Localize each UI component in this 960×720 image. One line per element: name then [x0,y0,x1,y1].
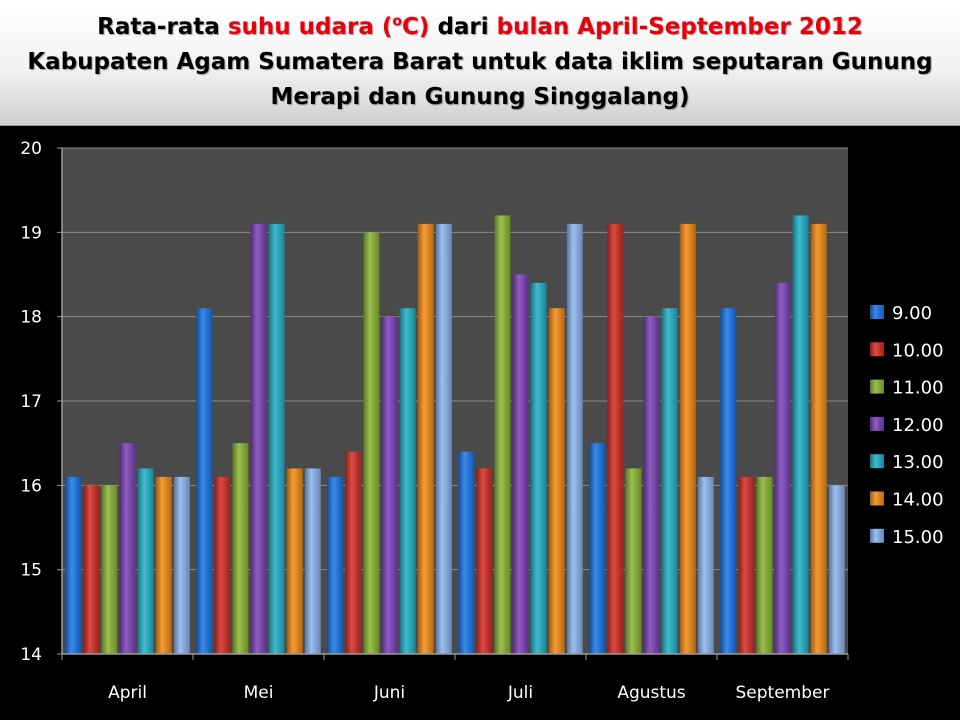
y-tick-label: 20 [20,139,42,159]
title-segment-0: Rata-rata [97,14,228,40]
bar-april-15-00 [173,476,190,654]
bar-chart: 14 15 16 17 18 19 20 April Mei Juni Juli Agustus Se… [20,139,944,703]
bar-mei-9-00 [196,308,213,654]
y-tick-label: 14 [20,645,42,665]
bar-april-12-00 [119,443,136,654]
bar-juni-10-00 [345,451,362,654]
x-tick-label: Agustus [617,683,685,703]
bar-mei-15-00 [304,468,321,654]
bar-september-12-00 [774,282,791,654]
bar-mei-12-00 [250,223,267,654]
bar-agustus-15-00 [697,476,714,654]
bar-september-10-00 [738,476,755,654]
x-tick-label: Juli [507,683,533,703]
legend-swatch [870,379,884,394]
title-line-2: Kabupaten Agam Sumatera Barat untuk data… [27,49,933,75]
legend-label: 15.00 [892,527,944,548]
bar-juni-11-00 [363,232,380,654]
bar-juli-9-00 [458,451,475,654]
title-segment-2: o [392,13,403,30]
legend-swatch [870,305,884,319]
bar-mei-10-00 [214,476,231,654]
title-line-3: Merapi dan Gunung Singgalang) [270,84,690,110]
legend-swatch [870,342,884,357]
legend: 9.00 10.00 11.00 12.00 13.00 14.00 15.00 [870,303,944,548]
legend-swatch [870,528,884,543]
bar-juni-9-00 [327,476,344,654]
bar-april-14-00 [155,476,172,654]
legend-swatch [870,491,884,506]
legend-swatch [870,454,884,469]
bar-juli-14-00 [548,308,565,654]
bar-april-9-00 [65,476,82,654]
bar-agustus-11-00 [625,468,642,654]
legend-label: 11.00 [892,378,944,399]
title-segment-1: suhu udara ( [227,14,393,40]
bar-september-13-00 [792,215,809,654]
x-tick-label: Juni [373,683,405,703]
x-axis: April Mei Juni Juli Agustus September [61,653,849,703]
bar-april-11-00 [101,485,118,654]
bar-agustus-10-00 [607,223,624,654]
bar-september-9-00 [720,308,737,654]
bars [65,215,845,654]
y-tick-label: 18 [20,308,42,328]
x-tick-label: Mei [244,683,274,703]
bar-september-11-00 [756,476,773,654]
title-segment-5: bulan April-September 2012 [496,14,863,40]
bar-september-15-00 [828,485,845,654]
bar-juni-12-00 [381,316,398,654]
chart-title: Rata-rata suhu udara (oC) dari bulan Apr… [0,0,960,126]
bar-april-13-00 [137,468,154,654]
bar-juni-14-00 [417,223,434,654]
bar-september-14-00 [810,223,827,654]
y-tick-label: 19 [20,223,42,243]
bar-juli-10-00 [476,468,493,654]
bar-mei-13-00 [268,223,285,654]
legend-label: 13.00 [892,452,944,473]
legend-label: 14.00 [892,490,944,511]
y-tick-label: 17 [20,392,42,412]
title-line-1: Rata-rata suhu udara (oC) dari bulan Apr… [97,10,863,45]
bar-juni-13-00 [399,308,416,654]
title-segment-4: dari [429,14,497,40]
bar-agustus-12-00 [643,316,660,654]
bar-juli-13-00 [530,282,547,654]
x-tick-label: April [108,683,147,703]
legend-label: 9.00 [892,303,932,324]
bar-april-10-00 [83,485,100,654]
bar-mei-11-00 [232,443,249,654]
bar-juni-15-00 [435,223,452,654]
bar-juli-12-00 [512,274,529,654]
bar-juli-11-00 [494,215,511,654]
bar-agustus-13-00 [661,308,678,654]
bar-mei-14-00 [286,468,303,654]
y-tick-label: 15 [20,561,42,581]
y-axis: 14 15 16 17 18 19 20 [20,139,63,665]
legend-label: 10.00 [892,340,944,361]
bar-juli-15-00 [566,223,583,654]
y-tick-label: 16 [20,476,42,496]
legend-label: 12.00 [892,415,944,436]
title-segment-3: C) [402,14,430,40]
bar-agustus-14-00 [679,223,696,654]
bar-agustus-9-00 [589,443,606,654]
legend-swatch [870,416,884,431]
x-tick-label: September [736,683,830,703]
